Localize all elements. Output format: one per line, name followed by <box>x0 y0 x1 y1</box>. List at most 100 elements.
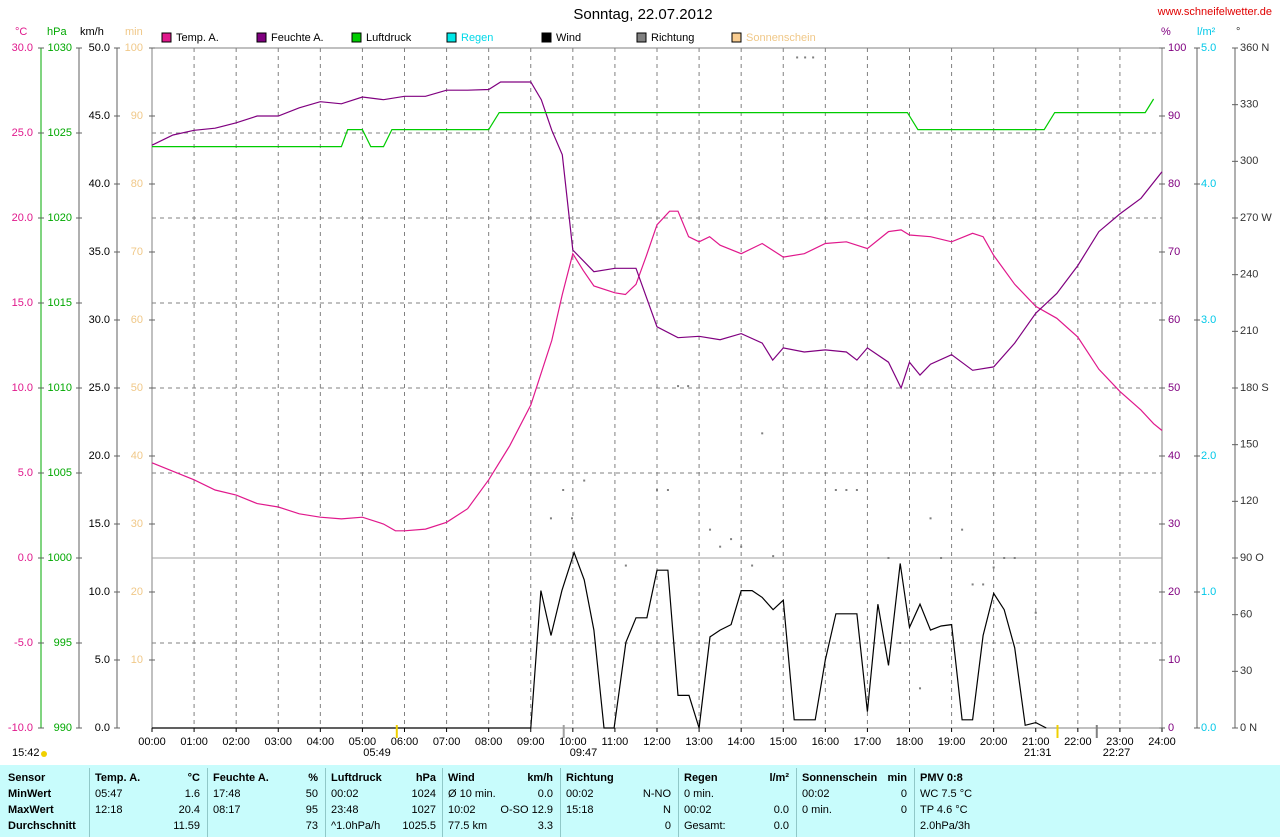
y-tick-label: 50 <box>131 382 143 394</box>
x-tick-label: 17:00 <box>854 736 882 748</box>
table-cell: Sensor <box>8 772 46 784</box>
table-cell: 0 <box>900 788 907 800</box>
y-tick-label: 50.0 <box>89 42 110 54</box>
table-cell: WC 7.5 °C <box>920 788 973 800</box>
x-tick-label: 22:00 <box>1064 736 1092 748</box>
x-tick-label: 02:00 <box>222 736 250 748</box>
direction-point <box>761 432 764 435</box>
direction-point <box>549 517 552 520</box>
table-cell: Feuchte A. <box>213 772 269 784</box>
table-cell: Temp. A. <box>95 772 141 784</box>
chart: Sonntag, 22.07.2012 www.schneifelwetter.… <box>8 6 1272 759</box>
table-cell: 95 <box>305 804 318 816</box>
direction-point <box>834 489 837 491</box>
axis-unit: °C <box>15 26 27 38</box>
y-tick-label: 90 O <box>1240 552 1264 564</box>
x-tick-label: 19:00 <box>938 736 966 748</box>
x-tick-label: 08:00 <box>475 736 503 748</box>
y-tick-label: 1010 <box>48 382 72 394</box>
table-cell: 0.0 <box>537 788 553 800</box>
x-tick-label: 10:00 <box>559 736 587 748</box>
y-tick-label: 1025 <box>48 127 72 139</box>
x-tick-label: 12:00 <box>643 736 671 748</box>
table-cell: 73 <box>305 820 318 832</box>
direction-point <box>583 479 586 482</box>
table-cell: 1027 <box>411 804 436 816</box>
y-tick-label: 5.0 <box>1201 42 1216 54</box>
y-tick-label: 5.0 <box>18 467 33 479</box>
direction-point <box>899 642 902 644</box>
y-tick-label: 0 <box>1168 722 1174 734</box>
column-separator <box>678 768 679 837</box>
table-cell: MinWert <box>8 788 52 800</box>
y-tick-label: 1015 <box>48 297 72 309</box>
table-cell: 0 <box>664 820 671 832</box>
y-tick-label: 1.0 <box>1201 586 1216 598</box>
axis-unit: min <box>125 26 143 38</box>
table-cell: MaxWert <box>8 804 54 816</box>
y-tick-label: 35.0 <box>89 246 110 258</box>
axis-unit: km/h <box>80 26 104 38</box>
y-tick-label: 270 W <box>1240 212 1272 224</box>
y-tick-label: 45.0 <box>89 110 110 122</box>
table-cell: 08:17 <box>213 804 241 816</box>
table-cell: 1.6 <box>184 788 200 800</box>
y-tick-label: 60 <box>1168 314 1180 326</box>
table-cell: Gesamt: <box>684 820 726 832</box>
table-cell: Wind <box>448 772 475 784</box>
table-cell: 17:48 <box>213 788 241 800</box>
table-cell: km/h <box>527 772 553 784</box>
x-tick-label: 14:00 <box>727 736 755 748</box>
summary-table: Sensor MinWert MaxWert Durchschnitt Temp. A.… <box>0 765 1280 837</box>
direction-point <box>624 564 627 567</box>
direction-point <box>772 555 775 558</box>
y-tick-label: 60 <box>131 314 143 326</box>
direction-point <box>940 557 943 559</box>
table-cell: % <box>308 772 318 784</box>
direction-point <box>666 489 669 491</box>
y-tick-label: 0.0 <box>95 722 110 734</box>
x-tick-label: 00:00 <box>138 736 166 748</box>
y-tick-label: 30 <box>1240 665 1252 677</box>
axis-unit: % <box>1161 26 1171 38</box>
table-cell: 10:02 <box>448 804 476 816</box>
table-cell: 0 min. <box>684 788 714 800</box>
y-tick-label: 1030 <box>48 42 72 54</box>
x-tick-label: 04:00 <box>307 736 335 748</box>
legend-label: Temp. A. <box>176 32 219 44</box>
legend-swatch <box>446 32 457 43</box>
legend-swatch <box>636 32 647 43</box>
table-cell: 0 min. <box>802 804 832 816</box>
site-link[interactable]: www.schneifelwetter.de <box>1157 6 1272 18</box>
column-separator <box>325 768 326 837</box>
table-cell: 00:02 <box>331 788 359 800</box>
legend-label: Regen <box>461 32 493 44</box>
y-tick-label: 0.0 <box>18 552 33 564</box>
y-tick-label: 1000 <box>48 552 72 564</box>
x-tick-label: 01:00 <box>180 736 208 748</box>
y-tick-label: -5.0 <box>14 637 33 649</box>
legend-swatch <box>541 32 552 43</box>
y-tick-label: 2.0 <box>1201 450 1216 462</box>
y-tick-label: 70 <box>131 246 143 258</box>
table-cell: °C <box>187 772 200 784</box>
y-tick-label: 20.0 <box>89 450 110 462</box>
series-line <box>151 210 1163 532</box>
table-cell: 77.5 km <box>448 820 488 832</box>
legend-label: Feuchte A. <box>271 32 324 44</box>
table-cell: 0 <box>900 804 907 816</box>
y-tick-label: 990 <box>54 722 72 734</box>
y-tick-label: 90 <box>131 110 143 122</box>
table-cell: 20.4 <box>178 804 200 816</box>
table-cell: 0.0 <box>773 804 789 816</box>
legend-label: Luftdruck <box>366 32 412 44</box>
direction-point <box>796 56 799 59</box>
y-tick-label: 40 <box>131 450 143 462</box>
annotation-label: 22:27 <box>1103 747 1131 759</box>
column-separator <box>914 768 915 837</box>
y-tick-label: 10.0 <box>89 586 110 598</box>
table-cell: Sonnenschein <box>802 772 878 784</box>
table-cell: Regen <box>684 772 718 784</box>
y-tick-label: 0.0 <box>1201 722 1216 734</box>
y-tick-label: 30.0 <box>12 42 33 54</box>
